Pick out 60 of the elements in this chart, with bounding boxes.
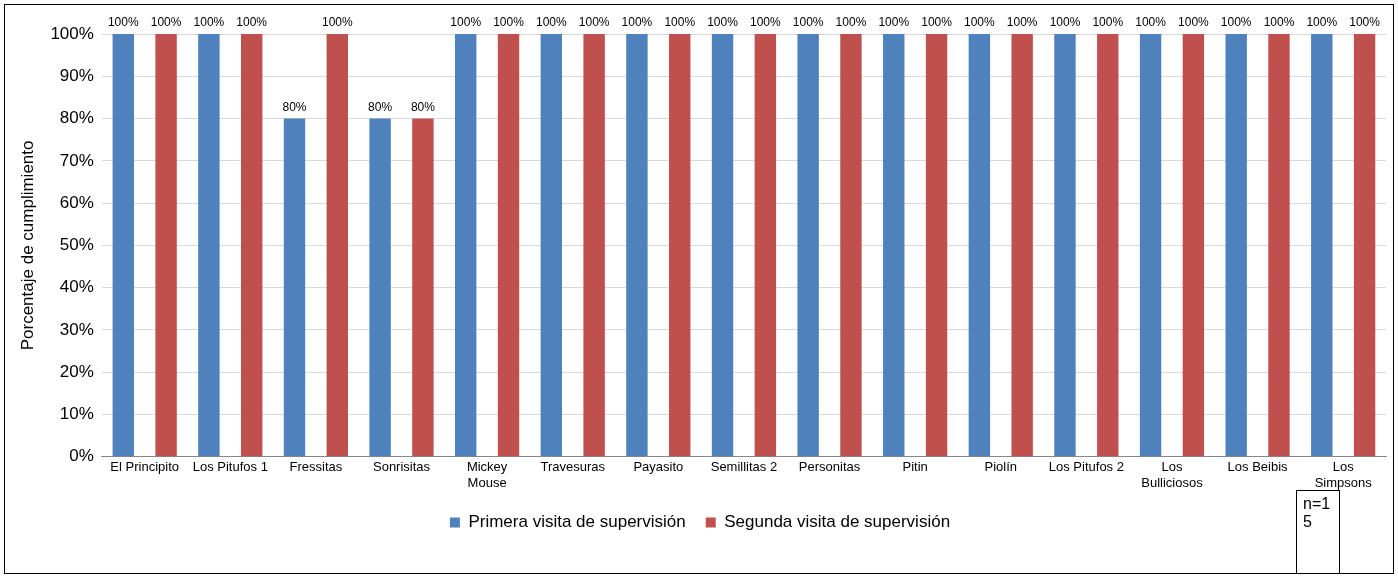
y-tick-label: 50% <box>59 235 94 255</box>
data-label: 100% <box>1135 15 1167 30</box>
y-tick-label: 20% <box>59 361 94 381</box>
x-tick-label: Personitas <box>798 459 861 475</box>
x-tick-label: Payasito <box>633 459 684 475</box>
legend-label: Primera visita de supervisión <box>468 512 686 532</box>
text: n=15 <box>1296 490 1340 574</box>
data-label: 100% <box>578 15 610 30</box>
y-tick-label: 80% <box>59 108 94 128</box>
data-label: 100% <box>450 15 482 30</box>
data-label: 100% <box>964 15 996 30</box>
x-tick-label: Los Pitufos 2 <box>1048 459 1124 475</box>
data-label: 100% <box>1220 15 1252 30</box>
data-label: 100% <box>493 15 525 30</box>
data-label: 100% <box>150 15 182 30</box>
data-label: 100% <box>321 15 353 30</box>
x-tick-label: Sonrisitas <box>372 459 431 475</box>
data-label: 100% <box>1306 15 1338 30</box>
data-label: 100% <box>1049 15 1081 30</box>
data-label: 100% <box>1092 15 1124 30</box>
data-label: 100% <box>1349 15 1381 30</box>
x-tick-label: Los Simpsons <box>1314 459 1373 490</box>
data-label: 100% <box>835 15 867 30</box>
data-label: 100% <box>107 15 139 30</box>
y-tick-label: 30% <box>59 319 94 339</box>
data-label: 100% <box>1178 15 1210 30</box>
data-label: 100% <box>707 15 739 30</box>
x-tick-label: Pitin <box>902 459 928 475</box>
y-tick-label: 100% <box>50 23 94 43</box>
data-label: 100% <box>621 15 653 30</box>
data-label: 80% <box>368 99 393 114</box>
y-tick-label: 70% <box>59 150 94 170</box>
x-tick-label: Los Bulliciosos <box>1141 459 1204 490</box>
x-tick-label: Mickey Mouse <box>466 459 508 490</box>
y-tick-label: 90% <box>59 65 94 85</box>
data-label: 100% <box>236 15 268 30</box>
data-label: 100% <box>1263 15 1295 30</box>
data-label: 100% <box>193 15 225 30</box>
data-label: 100% <box>792 15 824 30</box>
x-tick-label: El Principito <box>110 459 179 475</box>
data-label: 100% <box>749 15 782 30</box>
y-tick-label: 60% <box>59 192 94 212</box>
x-tick-label: Los Beibis <box>1227 459 1289 475</box>
data-label: 100% <box>535 15 567 30</box>
data-label: 100% <box>878 15 910 30</box>
x-tick-label: Semillitas 2 <box>710 459 778 475</box>
y-tick-label: 10% <box>59 404 94 424</box>
x-tick-label: Fressitas <box>289 459 343 475</box>
x-tick-label: Los Pitufos 1 <box>192 459 268 475</box>
y-axis-title: Porcentaje de cumplimiento <box>17 140 37 351</box>
data-label: 100% <box>664 15 696 30</box>
x-tick-label: Travesuras <box>540 459 606 475</box>
y-tick-label: 40% <box>59 277 94 297</box>
x-tick-label: Piolín <box>984 459 1018 475</box>
y-tick-label: 0% <box>69 446 94 466</box>
data-label: 100% <box>1006 15 1038 30</box>
data-label: 80% <box>282 99 307 114</box>
data-label: 80% <box>410 99 436 114</box>
data-label: 100% <box>921 15 953 30</box>
legend-label: Segunda visita de supervisión <box>724 512 951 532</box>
